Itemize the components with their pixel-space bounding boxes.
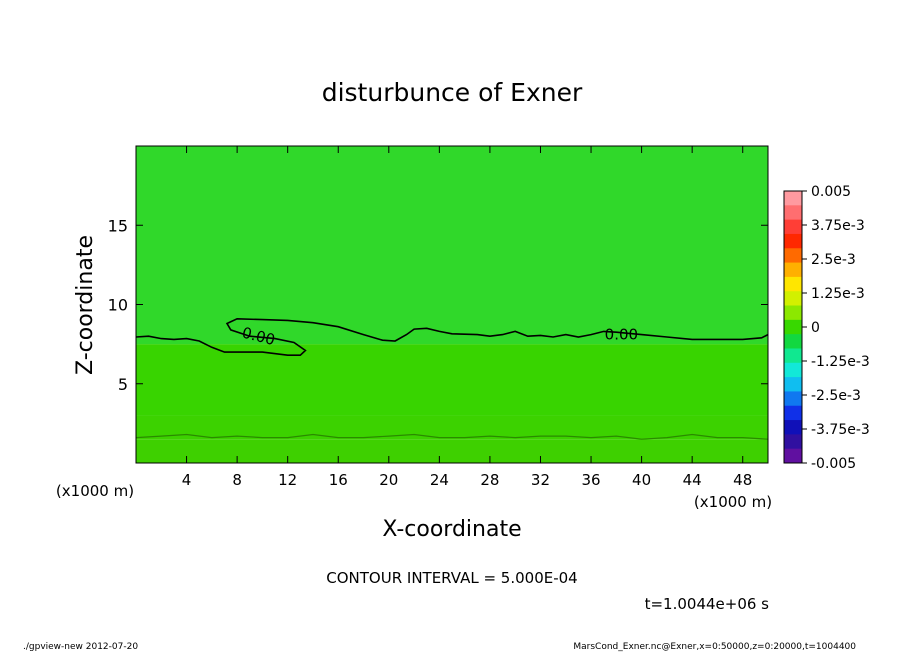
x-tick-label: 24: [430, 471, 449, 489]
x-tick-label: 8: [232, 471, 242, 489]
x-unit-left: (x1000 m): [56, 482, 134, 500]
x-tick-label: 32: [531, 471, 550, 489]
colorbar-label: -1.25e-3: [811, 354, 870, 370]
colorbar-swatch: [784, 305, 802, 321]
y-axis-ticks: 5 10 15: [108, 216, 768, 394]
colorbar-swatch: [784, 276, 802, 292]
x-tick-label: 36: [581, 471, 600, 489]
x-tick-label: 28: [480, 471, 499, 489]
colorbar-swatch: [784, 448, 802, 464]
colorbar-swatch: [784, 233, 802, 249]
colorbar-label: 0: [811, 320, 820, 336]
y-axis-label: Z-coordinate: [73, 235, 98, 375]
x-tick-label: 44: [683, 471, 702, 489]
fill-band-0: [136, 439, 768, 463]
x-axis-ticks: 4 8 12 16 20 24 28 32 36 40 44 48: [182, 146, 752, 489]
colorbar-label: -0.005: [811, 456, 856, 472]
x-tick-label: 48: [733, 471, 752, 489]
colorbar-swatch: [784, 391, 802, 407]
colorbar-label: 0.005: [811, 184, 851, 200]
colorbar-swatch: [784, 262, 802, 278]
fill-band-3: [136, 146, 768, 345]
colorbar-label: 2.5e-3: [811, 252, 856, 268]
colorbar-swatch: [784, 348, 802, 364]
y-tick-label: 5: [118, 375, 128, 394]
x-tick-label: 12: [278, 471, 297, 489]
colorbar-swatch: [784, 420, 802, 435]
colorbar-swatch: [784, 248, 802, 264]
fill-band-1: [136, 415, 768, 440]
y-tick-label: 15: [108, 216, 128, 235]
x-unit-right: (x1000 m): [694, 493, 772, 511]
colorbar-swatch: [784, 319, 802, 335]
chart-title: disturbunce of Exner: [322, 78, 583, 107]
contour-label-0-1: 0.00: [605, 326, 638, 344]
colorbar-swatch: [784, 405, 802, 421]
x-tick-label: 20: [379, 471, 398, 489]
colorbar-swatch: [784, 362, 802, 378]
colorbar-swatch: [784, 291, 802, 307]
colorbar-swatch: [784, 377, 802, 392]
colorbar-label: 3.75e-3: [811, 218, 865, 234]
contour-interval-text: CONTOUR INTERVAL = 5.000E-04: [326, 569, 577, 587]
footer-left: ./gpview-new 2012-07-20: [23, 642, 139, 652]
x-tick-label: 40: [632, 471, 651, 489]
x-tick-label: 16: [329, 471, 348, 489]
colorbar: 0.005 3.75e-3 2.5e-3 1.25e-3 0 -1.25e-3 -2.5e-…: [783, 184, 870, 472]
colorbar-label: -2.5e-3: [811, 388, 861, 404]
footer-right: MarsCond_Exner.nc@Exner,x=0:50000,z=0:20…: [573, 642, 856, 652]
colorbar-swatch: [784, 219, 802, 235]
fill-band-2: [136, 344, 768, 416]
colorbar-label: -3.75e-3: [811, 422, 870, 438]
colorbar-swatch: [784, 191, 802, 206]
plot-area: 0.00 0.00: [135, 145, 769, 464]
colorbar-swatch: [784, 434, 802, 450]
colorbar-label: 1.25e-3: [811, 286, 865, 302]
x-tick-label: 4: [182, 471, 192, 489]
y-tick-label: 10: [108, 296, 128, 315]
time-stamp: t=1.0044e+06 s: [645, 595, 770, 613]
contour-line-0: [135, 317, 769, 356]
colorbar-swatch: [784, 334, 802, 349]
colorbar-swatch: [784, 205, 802, 221]
contour-line-1: [135, 433, 769, 440]
x-axis-label: X-coordinate: [382, 517, 521, 542]
